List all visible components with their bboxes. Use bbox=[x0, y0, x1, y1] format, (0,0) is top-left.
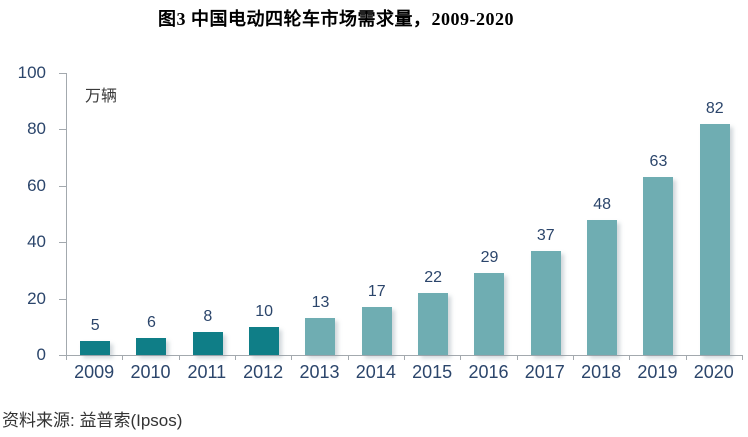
y-tick-label-0: 0 bbox=[36, 345, 46, 364]
y-tick-label-60: 60 bbox=[27, 176, 46, 195]
bar-2014 bbox=[361, 307, 392, 355]
bar-2011 bbox=[192, 332, 223, 355]
x-tick-mark bbox=[517, 355, 518, 360]
plot-area: 万辆 5 6 8 10 13 17 22 29 37 48 63 82 bbox=[66, 73, 743, 356]
x-tick-mark bbox=[629, 355, 630, 360]
x-tick-mark bbox=[179, 355, 180, 360]
x-tick-mark bbox=[235, 355, 236, 360]
bar-value-label: 17 bbox=[367, 283, 386, 300]
bar-2020 bbox=[699, 124, 730, 355]
bar-value-label: 10 bbox=[255, 303, 274, 320]
x-tick-label-2016: 2016 bbox=[468, 362, 509, 382]
bar-value-label: 13 bbox=[311, 294, 330, 311]
bar-value-label: 6 bbox=[147, 314, 156, 331]
bar-column-2012: 10 bbox=[236, 73, 292, 355]
y-axis-labels: 0 20 40 60 80 100 bbox=[0, 64, 46, 364]
bar-value-label: 48 bbox=[593, 196, 612, 213]
bar-2010 bbox=[136, 338, 167, 355]
x-tick-mark bbox=[686, 355, 687, 360]
x-tick-mark bbox=[122, 355, 123, 360]
bar-column-2009: 5 bbox=[67, 73, 123, 355]
bar-value-label: 37 bbox=[536, 227, 555, 244]
bar-column-2010: 6 bbox=[123, 73, 179, 355]
bar-column-2020: 82 bbox=[687, 73, 743, 355]
bar-2009 bbox=[80, 341, 111, 355]
bar-column-2013: 13 bbox=[292, 73, 348, 355]
x-tick-mark bbox=[742, 355, 743, 360]
bar-column-2011: 8 bbox=[180, 73, 236, 355]
bar-value-label: 82 bbox=[705, 100, 724, 117]
bar-2016 bbox=[474, 273, 505, 355]
bar-column-2018: 48 bbox=[574, 73, 630, 355]
bar-2013 bbox=[305, 318, 336, 355]
bar-2015 bbox=[418, 293, 449, 355]
y-tick-mark bbox=[59, 73, 66, 74]
bar-2019 bbox=[643, 177, 674, 355]
x-tick-label-2018: 2018 bbox=[581, 362, 622, 382]
bar-2017 bbox=[530, 251, 561, 355]
y-tick-mark bbox=[59, 299, 66, 300]
x-tick-label-2009: 2009 bbox=[74, 362, 115, 382]
y-tick-mark bbox=[59, 129, 66, 130]
y-tick-label-80: 80 bbox=[27, 119, 46, 138]
bar-column-2019: 63 bbox=[630, 73, 686, 355]
y-tick-mark bbox=[59, 355, 66, 356]
x-tick-mark bbox=[66, 355, 67, 360]
bar-value-label: 22 bbox=[424, 269, 443, 286]
y-axis-unit-label: 万辆 bbox=[85, 88, 118, 105]
x-tick-label-2014: 2014 bbox=[355, 362, 396, 382]
bar-column-2015: 22 bbox=[405, 73, 461, 355]
chart-title: 图3 中国电动四轮车市场需求量，2009-2020 bbox=[158, 9, 514, 29]
x-tick-label-2019: 2019 bbox=[637, 362, 678, 382]
bar-column-2017: 37 bbox=[518, 73, 574, 355]
bar-series: 5 6 8 10 13 17 22 29 37 48 63 82 bbox=[67, 73, 743, 355]
x-tick-label-2020: 2020 bbox=[693, 362, 734, 382]
x-tick-label-2011: 2011 bbox=[187, 362, 227, 382]
bar-value-label: 63 bbox=[649, 153, 668, 170]
bar-value-label: 8 bbox=[203, 308, 213, 325]
bar-column-2014: 17 bbox=[349, 73, 405, 355]
y-tick-label-20: 20 bbox=[27, 289, 46, 308]
x-axis-labels: 2009 2010 2011 2012 2013 2014 2015 2016 2017 2018… bbox=[66, 362, 742, 383]
bar-value-label: 5 bbox=[90, 317, 100, 334]
x-tick-mark bbox=[460, 355, 461, 360]
x-tick-label-2017: 2017 bbox=[524, 362, 565, 382]
y-tick-mark bbox=[59, 242, 66, 243]
bar-value-label: 29 bbox=[480, 249, 499, 266]
x-tick-mark bbox=[348, 355, 349, 360]
y-tick-label-100: 100 bbox=[17, 63, 46, 82]
y-tick-label-40: 40 bbox=[27, 232, 46, 251]
y-tick-mark bbox=[59, 186, 66, 187]
bar-column-2016: 29 bbox=[461, 73, 517, 355]
bar-2018 bbox=[587, 220, 618, 355]
x-tick-mark bbox=[573, 355, 574, 360]
x-tick-label-2012: 2012 bbox=[243, 362, 284, 382]
x-tick-mark bbox=[404, 355, 405, 360]
bar-2012 bbox=[249, 327, 280, 355]
x-tick-mark bbox=[291, 355, 292, 360]
x-tick-label-2015: 2015 bbox=[412, 362, 453, 382]
source-note: 资料来源: 益普索(Ipsos) bbox=[2, 411, 183, 430]
x-tick-label-2013: 2013 bbox=[299, 362, 340, 382]
x-tick-label-2010: 2010 bbox=[130, 362, 171, 382]
